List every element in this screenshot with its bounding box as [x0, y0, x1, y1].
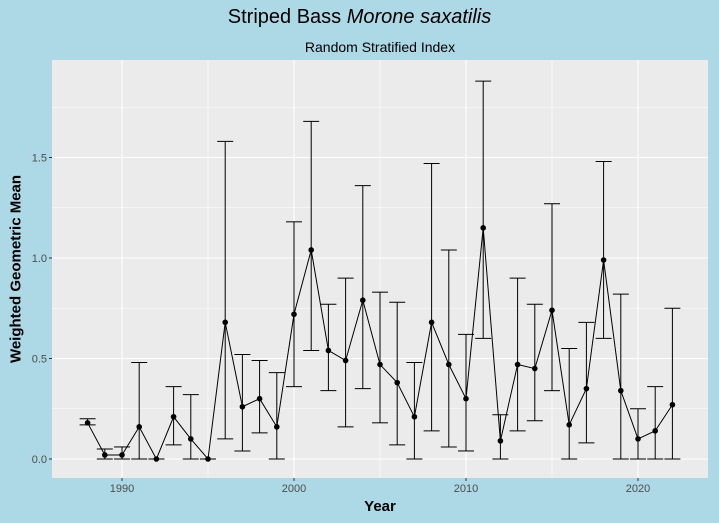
data-point: [411, 413, 418, 420]
data-point: [463, 395, 469, 402]
data-point: [136, 424, 142, 430]
data-point: [102, 452, 108, 458]
data-point: [446, 361, 452, 368]
x-tick-label: 1990: [110, 483, 134, 495]
data-point: [308, 247, 315, 253]
x-axis-label: Year: [364, 498, 396, 515]
data-point: [188, 436, 194, 442]
x-tick-label: 2010: [454, 483, 478, 495]
y-tick-label: 1.5: [32, 153, 47, 165]
data-point: [205, 456, 211, 462]
y-tick-label: 0.0: [32, 454, 47, 466]
x-tick-label: 2000: [282, 483, 306, 495]
data-point: [669, 401, 676, 408]
data-point: [377, 361, 383, 368]
data-point: [566, 422, 572, 428]
chart-subtitle: Random Stratified Index: [304, 39, 456, 55]
data-point: [119, 452, 125, 458]
data-point: [360, 297, 366, 304]
chart-title: Striped Bass Morone saxatilis: [0, 6, 719, 29]
y-tick-label: 1.0: [32, 253, 47, 265]
data-point: [222, 319, 228, 326]
data-point: [549, 307, 555, 314]
data-point: [652, 428, 658, 434]
data-point: [239, 403, 246, 410]
data-point: [583, 385, 590, 392]
y-tick-label: 0.5: [32, 354, 47, 366]
data-point: [274, 424, 280, 430]
data-point: [291, 311, 297, 318]
data-point: [600, 257, 607, 263]
data-point: [480, 225, 487, 231]
data-point: [514, 361, 521, 368]
data-point: [84, 420, 91, 426]
data-point: [532, 365, 538, 372]
data-point: [428, 319, 435, 326]
data-point: [635, 436, 641, 442]
title-main: Striped Bass: [227, 6, 342, 28]
data-point: [325, 347, 332, 354]
x-tick-label: 2020: [626, 483, 650, 495]
data-point: [342, 357, 349, 364]
data-point: [497, 438, 504, 444]
data-point: [394, 379, 401, 386]
data-point: [256, 395, 263, 402]
data-point: [170, 413, 177, 420]
title-species: Morone saxatilis: [346, 6, 492, 28]
data-point: [618, 387, 624, 394]
data-point: [153, 456, 160, 462]
